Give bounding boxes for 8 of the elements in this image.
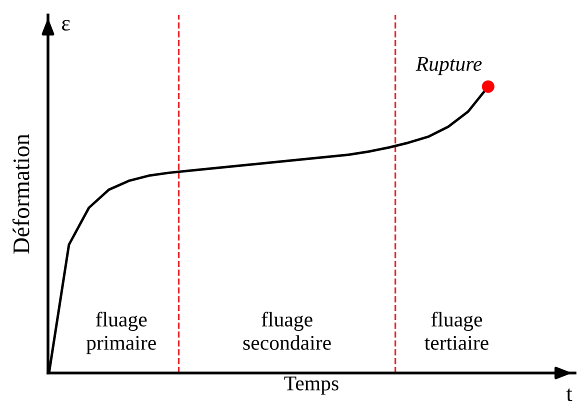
text: t xyxy=(566,388,572,402)
y-axis-title: Déformation xyxy=(12,134,30,254)
annotation: fluage primaire xyxy=(86,312,156,354)
text: Rupture xyxy=(416,57,482,76)
annotation: fluage tertiaire xyxy=(424,312,488,350)
x-axis-title: Temps xyxy=(284,376,338,395)
text: ε xyxy=(62,20,70,31)
annotation: fluage secondaire xyxy=(243,312,331,350)
